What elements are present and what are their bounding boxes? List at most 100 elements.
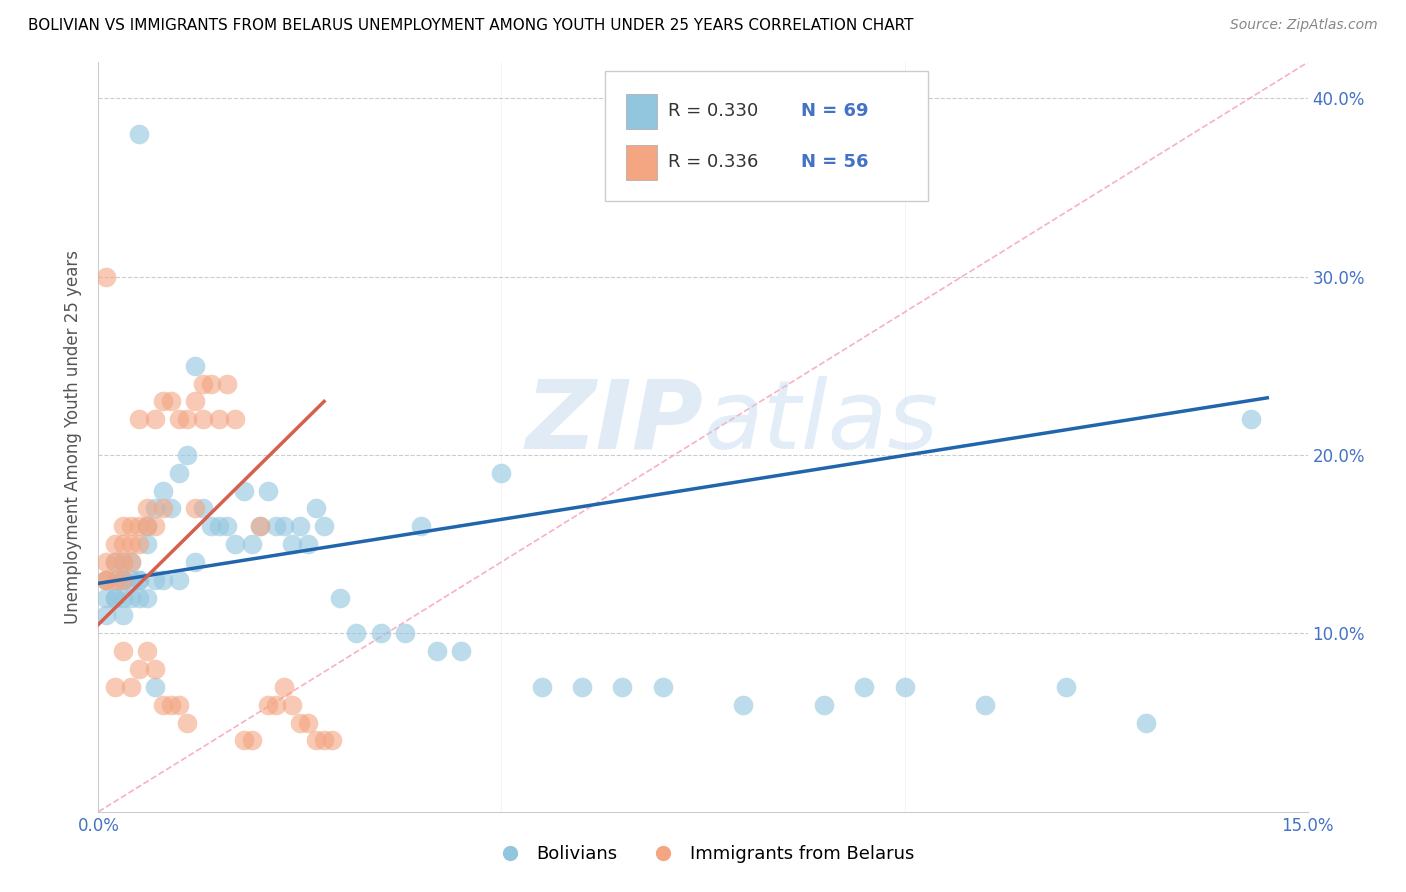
Point: [193, 376, 215, 391]
Point: [288, 519, 311, 533]
Point: [321, 733, 343, 747]
Point: [128, 537, 150, 551]
Point: [120, 555, 142, 569]
Point: [103, 680, 125, 694]
Point: [103, 591, 125, 605]
Point: [128, 573, 150, 587]
Point: [305, 501, 328, 516]
Point: [184, 555, 207, 569]
Point: [256, 698, 278, 712]
Point: [193, 501, 215, 516]
Point: [491, 466, 513, 480]
Point: [143, 501, 166, 516]
Point: [135, 519, 157, 533]
Point: [184, 501, 207, 516]
Point: [152, 501, 174, 516]
Point: [184, 394, 207, 409]
Point: [96, 269, 118, 284]
Point: [135, 537, 157, 551]
Point: [409, 519, 432, 533]
Point: [111, 555, 134, 569]
Point: [111, 573, 134, 587]
Point: [240, 733, 263, 747]
Point: [128, 591, 150, 605]
Point: [256, 483, 278, 498]
Text: N = 56: N = 56: [801, 153, 869, 171]
Point: [111, 537, 134, 551]
Point: [135, 644, 157, 658]
Point: [974, 698, 997, 712]
Point: [176, 715, 198, 730]
Point: [143, 519, 166, 533]
Point: [344, 626, 367, 640]
Point: [96, 573, 118, 587]
Point: [120, 591, 142, 605]
Point: [103, 573, 125, 587]
Point: [128, 127, 150, 141]
Point: [200, 376, 222, 391]
Point: [264, 519, 287, 533]
Legend: Bolivians, Immigrants from Belarus: Bolivians, Immigrants from Belarus: [484, 838, 922, 870]
Point: [135, 501, 157, 516]
Point: [152, 573, 174, 587]
Point: [111, 519, 134, 533]
Point: [160, 394, 183, 409]
Point: [733, 698, 755, 712]
Point: [167, 412, 190, 426]
Text: ZIP: ZIP: [524, 376, 703, 468]
Point: [297, 537, 319, 551]
Point: [193, 412, 215, 426]
Point: [103, 555, 125, 569]
Point: [249, 519, 271, 533]
Point: [612, 680, 634, 694]
Point: [288, 715, 311, 730]
Point: [152, 698, 174, 712]
Point: [314, 733, 336, 747]
Text: Source: ZipAtlas.com: Source: ZipAtlas.com: [1230, 18, 1378, 32]
Point: [96, 591, 118, 605]
Point: [297, 715, 319, 730]
Point: [232, 733, 254, 747]
Point: [232, 483, 254, 498]
Point: [273, 680, 295, 694]
Point: [111, 555, 134, 569]
Point: [96, 573, 118, 587]
Point: [450, 644, 472, 658]
Point: [176, 412, 198, 426]
Point: [120, 519, 142, 533]
Point: [281, 698, 304, 712]
Point: [135, 519, 157, 533]
Point: [103, 591, 125, 605]
Point: [1240, 412, 1263, 426]
Point: [200, 519, 222, 533]
Point: [143, 573, 166, 587]
Point: [370, 626, 392, 640]
Point: [111, 591, 134, 605]
Point: [128, 412, 150, 426]
Point: [111, 608, 134, 623]
Point: [314, 519, 336, 533]
Point: [143, 412, 166, 426]
Point: [426, 644, 449, 658]
Point: [152, 394, 174, 409]
Point: [853, 680, 876, 694]
Point: [96, 555, 118, 569]
Point: [813, 698, 835, 712]
Point: [160, 501, 183, 516]
Point: [111, 573, 134, 587]
Point: [135, 591, 157, 605]
Point: [128, 662, 150, 676]
Point: [96, 608, 118, 623]
Point: [167, 573, 190, 587]
Point: [208, 519, 231, 533]
Point: [571, 680, 593, 694]
Point: [96, 573, 118, 587]
Point: [240, 537, 263, 551]
Point: [111, 573, 134, 587]
Point: [103, 555, 125, 569]
Point: [329, 591, 352, 605]
Point: [217, 519, 239, 533]
Point: [128, 573, 150, 587]
Point: [120, 680, 142, 694]
Point: [143, 680, 166, 694]
